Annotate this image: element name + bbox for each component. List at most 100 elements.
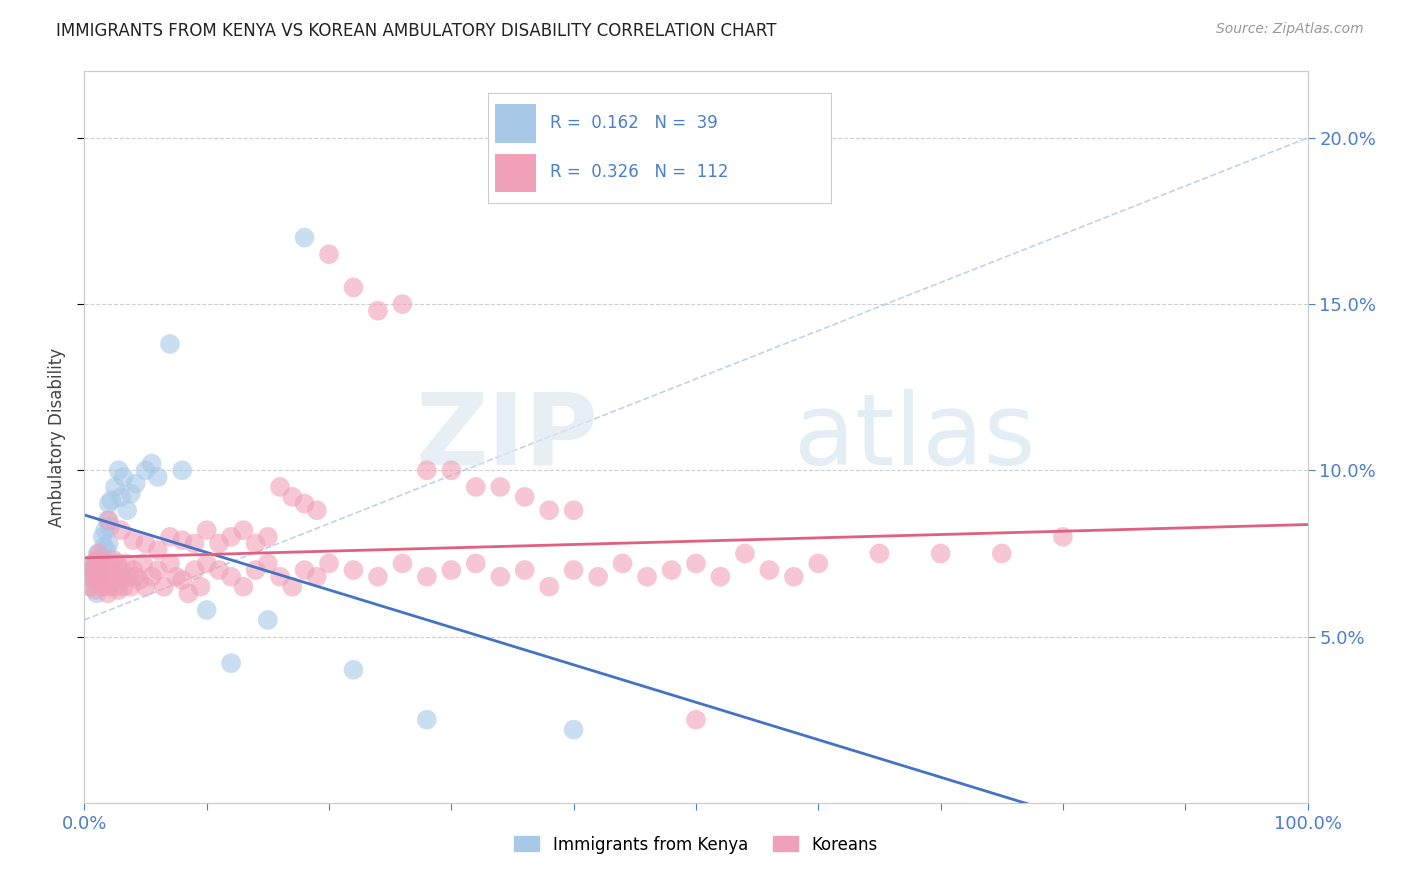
Point: [562, 563, 585, 577]
Point: [562, 723, 585, 737]
Text: Source: ZipAtlas.com: Source: ZipAtlas.com: [1216, 22, 1364, 37]
Point: [97, 563, 120, 577]
Point: [90, 549, 112, 564]
Point: [783, 570, 806, 584]
Point: [183, 536, 205, 550]
Point: [125, 476, 148, 491]
Point: [77, 570, 100, 584]
Point: [97, 536, 120, 550]
Point: [807, 557, 830, 571]
Point: [91, 530, 114, 544]
Point: [159, 530, 181, 544]
Point: [257, 613, 280, 627]
Point: [100, 559, 122, 574]
Point: [305, 503, 328, 517]
Point: [83, 557, 105, 571]
Point: [122, 533, 145, 548]
Point: [342, 563, 364, 577]
Point: [107, 582, 129, 597]
Point: [146, 563, 169, 577]
Point: [416, 570, 439, 584]
Point: [97, 586, 120, 600]
Point: [208, 536, 231, 550]
Point: [146, 470, 169, 484]
Point: [281, 580, 304, 594]
Point: [391, 297, 413, 311]
Legend: Immigrants from Kenya, Koreans: Immigrants from Kenya, Koreans: [508, 829, 884, 860]
Point: [208, 563, 231, 577]
Point: [128, 573, 150, 587]
Point: [120, 486, 142, 500]
Point: [153, 580, 176, 594]
Point: [219, 656, 242, 670]
Point: [86, 586, 108, 600]
Text: ZIP: ZIP: [415, 389, 598, 485]
Point: [86, 559, 108, 574]
Point: [294, 563, 316, 577]
Point: [132, 557, 155, 571]
Point: [318, 557, 340, 571]
Point: [165, 570, 187, 584]
Point: [416, 713, 439, 727]
Point: [245, 536, 267, 550]
Point: [87, 566, 110, 581]
Point: [190, 580, 212, 594]
Point: [489, 570, 512, 584]
Point: [367, 303, 389, 318]
Point: [105, 557, 128, 571]
Point: [257, 530, 280, 544]
Point: [101, 566, 124, 581]
Point: [269, 480, 291, 494]
Point: [305, 570, 328, 584]
Point: [107, 463, 129, 477]
Point: [115, 503, 138, 517]
Point: [98, 520, 121, 534]
Point: [87, 546, 110, 560]
Point: [685, 557, 707, 571]
Point: [391, 557, 413, 571]
Point: [122, 563, 145, 577]
Point: [96, 573, 118, 587]
Point: [86, 559, 108, 574]
Point: [79, 580, 101, 594]
Point: [94, 523, 117, 537]
Point: [100, 493, 122, 508]
Point: [195, 603, 218, 617]
Point: [112, 580, 135, 594]
Point: [87, 546, 110, 560]
Point: [146, 543, 169, 558]
Point: [342, 280, 364, 294]
Point: [103, 553, 125, 567]
Y-axis label: Ambulatory Disability: Ambulatory Disability: [48, 348, 66, 526]
Point: [141, 570, 163, 584]
Point: [87, 566, 110, 581]
Point: [172, 463, 194, 477]
Point: [709, 570, 731, 584]
Point: [97, 497, 120, 511]
Point: [869, 546, 891, 560]
Point: [141, 457, 163, 471]
Point: [195, 523, 218, 537]
Point: [1052, 530, 1074, 544]
Point: [245, 563, 267, 577]
Point: [183, 563, 205, 577]
Point: [612, 557, 634, 571]
Point: [104, 580, 127, 594]
Point: [86, 553, 108, 567]
Point: [83, 573, 105, 587]
Point: [80, 563, 103, 577]
Point: [90, 563, 112, 577]
Point: [105, 573, 128, 587]
Point: [219, 530, 242, 544]
Point: [112, 470, 135, 484]
Point: [294, 230, 316, 244]
Point: [79, 580, 101, 594]
Point: [120, 580, 142, 594]
Point: [110, 523, 132, 537]
Point: [232, 523, 254, 537]
Point: [172, 573, 194, 587]
Point: [89, 570, 111, 584]
Point: [91, 580, 114, 594]
Point: [232, 580, 254, 594]
Point: [538, 503, 561, 517]
